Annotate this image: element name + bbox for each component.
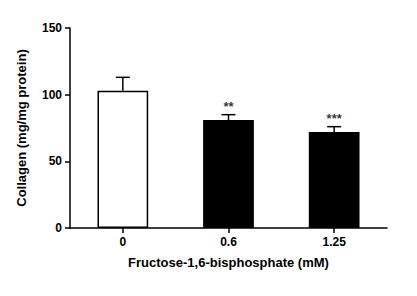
svg-text:1.25: 1.25 — [322, 235, 346, 249]
svg-text:0: 0 — [55, 221, 62, 235]
svg-text:***: *** — [327, 111, 343, 126]
svg-text:50: 50 — [49, 154, 63, 168]
svg-text:100: 100 — [42, 88, 62, 102]
svg-text:**: ** — [223, 99, 234, 114]
svg-text:0.6: 0.6 — [220, 235, 237, 249]
svg-text:Fructose-1,6-bisphosphate (mM): Fructose-1,6-bisphosphate (mM) — [128, 255, 329, 270]
svg-text:Collagen (mg/mg protein): Collagen (mg/mg protein) — [14, 49, 29, 206]
svg-text:0: 0 — [119, 235, 126, 249]
svg-text:150: 150 — [42, 21, 62, 35]
